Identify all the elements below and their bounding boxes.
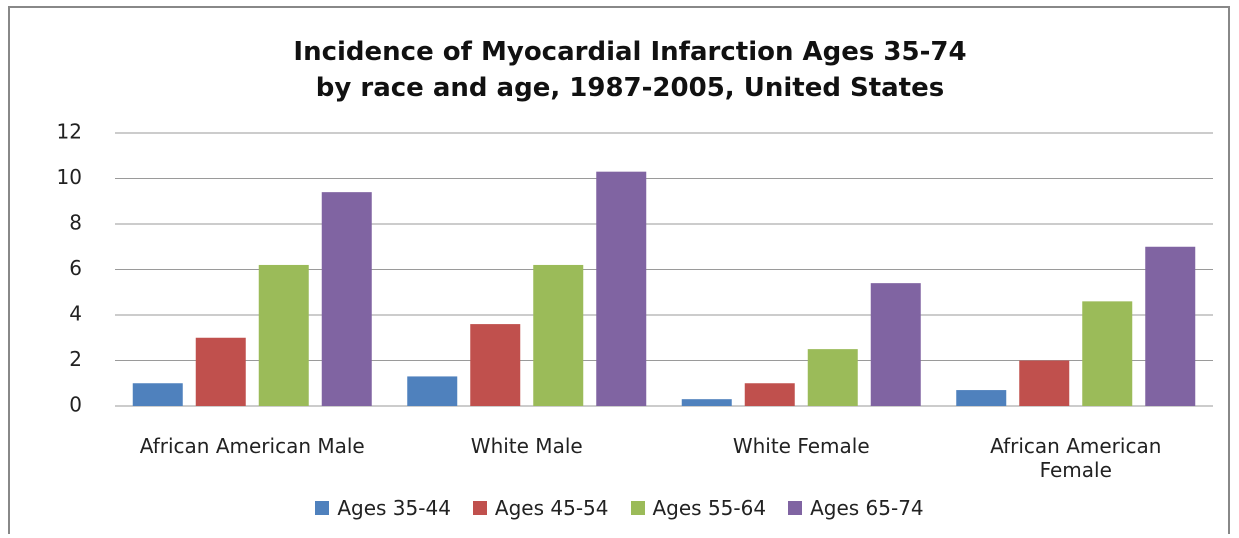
legend-swatch	[630, 501, 645, 515]
legend-swatch	[788, 501, 803, 515]
bar	[1082, 301, 1133, 406]
chart-frame	[8, 6, 1230, 534]
legend-label: Ages 45-54	[494, 496, 609, 520]
legend-item: Ages 45-54	[472, 496, 609, 520]
legend-item: Ages 35-44	[315, 496, 451, 520]
bar	[870, 283, 921, 406]
bar	[321, 192, 372, 406]
bar	[258, 264, 309, 406]
bar	[1145, 246, 1196, 406]
y-tick-label: 8	[69, 211, 82, 235]
y-tick-label: 12	[57, 120, 82, 144]
bar	[195, 337, 246, 406]
y-tick-label: 0	[69, 393, 82, 417]
y-tick-label: 6	[69, 256, 82, 280]
x-tick-label: White Male	[470, 434, 583, 458]
legend-item: Ages 65-74	[788, 496, 924, 520]
y-tick-label: 2	[69, 347, 82, 371]
legend-label: Ages 35-44	[337, 496, 451, 520]
bar	[744, 383, 795, 406]
bar	[132, 383, 183, 406]
legend: Ages 35-44 Ages 45-54 Ages 55-64 Ages 65-74	[0, 496, 1239, 520]
legend-label: Ages 65-74	[810, 496, 924, 520]
x-tick-label: White Female	[732, 434, 870, 458]
bar	[807, 349, 858, 406]
bar	[956, 390, 1007, 406]
legend-label: Ages 55-64	[652, 496, 767, 520]
bar	[1019, 360, 1070, 406]
bar	[681, 399, 732, 406]
legend-item: Ages 55-64	[630, 496, 767, 520]
x-tick-label: African American Male	[139, 434, 365, 458]
y-tick-label: 10	[57, 165, 82, 189]
legend-swatch	[472, 501, 487, 515]
chart-title: Incidence of Myocardial Infarction Ages …	[293, 37, 967, 103]
y-tick-label: 4	[69, 302, 82, 326]
bar	[407, 376, 458, 406]
x-tick-label: African American Female	[990, 434, 1162, 482]
bar	[596, 171, 647, 406]
legend-swatch	[315, 501, 330, 515]
bar	[470, 324, 521, 406]
bar	[533, 264, 584, 406]
